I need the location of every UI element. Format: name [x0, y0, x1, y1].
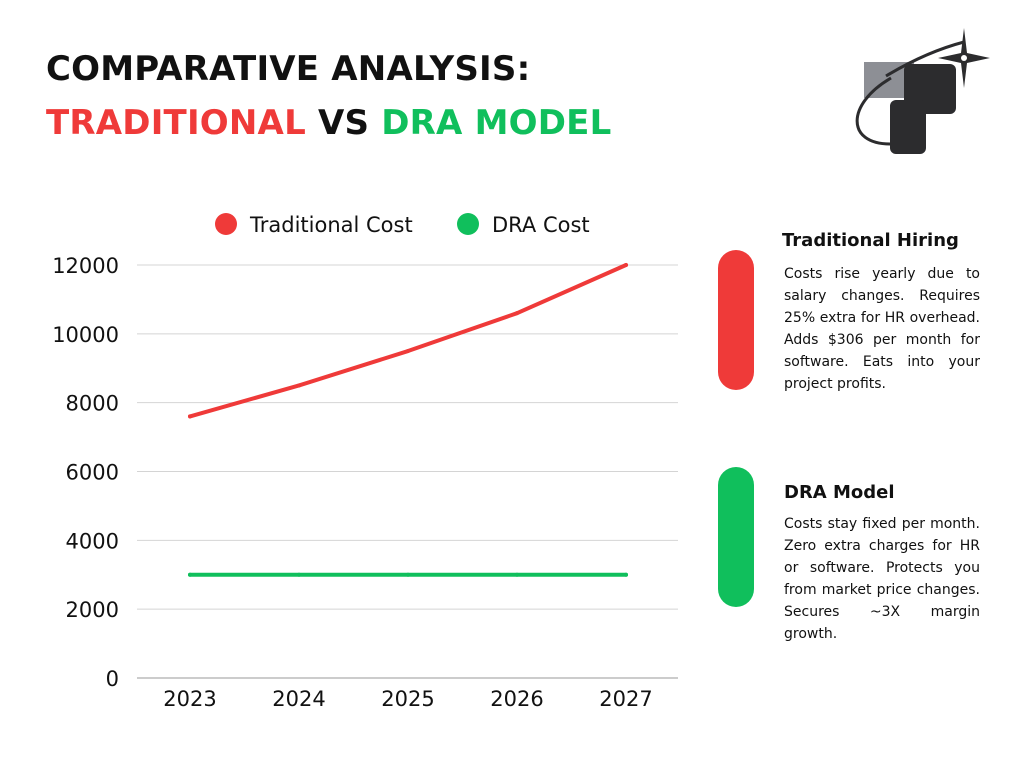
- legend-marker: [457, 213, 479, 235]
- x-axis-ticks: 2023 2024 2025 2026 2027: [163, 687, 652, 711]
- dra-heading: DRA Model: [784, 482, 895, 503]
- legend-label: Traditional Cost: [249, 213, 413, 237]
- title-dra: DRA MODEL: [381, 103, 612, 143]
- traditional-card: Traditional Hiring Costs rise yearly due…: [716, 230, 986, 400]
- data-point: [188, 414, 192, 419]
- logo-orbit-arc-top: [885, 40, 965, 78]
- traditional-heading: Traditional Hiring: [782, 230, 959, 251]
- traditional-accent-bar: [718, 250, 754, 390]
- chart-legend: Traditional Cost DRA Cost: [215, 213, 590, 237]
- x-tick-label: 2025: [381, 687, 434, 711]
- y-tick-label: 8000: [66, 392, 119, 416]
- title-vs: VS: [318, 103, 370, 143]
- data-point: [406, 349, 410, 354]
- y-tick-label: 2000: [66, 598, 119, 622]
- title-line-2: TRADITIONAL VS DRA MODEL: [46, 96, 611, 150]
- y-axis-ticks: 0 2000 4000 6000 8000 10000 12000: [52, 254, 119, 691]
- y-tick-label: 4000: [66, 529, 119, 553]
- series-line-traditional: [188, 263, 628, 419]
- title-traditional: TRADITIONAL: [46, 103, 306, 143]
- chart-grid: [137, 264, 678, 679]
- x-tick-label: 2027: [599, 687, 652, 711]
- data-point: [406, 572, 410, 577]
- x-tick-label: 2023: [163, 687, 216, 711]
- legend-label: DRA Cost: [492, 213, 590, 237]
- dra-card: DRA Model Costs stay fixed per month. Ze…: [716, 467, 986, 650]
- chart-series: [188, 263, 628, 577]
- data-point: [515, 311, 519, 316]
- y-tick-label: 6000: [66, 461, 119, 485]
- data-point: [624, 263, 628, 267]
- legend-marker: [215, 213, 237, 235]
- data-point: [297, 572, 301, 577]
- logo-orbit-arc: [855, 76, 892, 146]
- x-tick-label: 2026: [490, 687, 543, 711]
- logo-star-center: [961, 55, 967, 61]
- title-line-1: COMPARATIVE ANALYSIS:: [46, 49, 531, 89]
- data-point: [515, 572, 519, 577]
- y-tick-label: 0: [106, 667, 119, 691]
- traditional-description: Costs rise yearly due to salary changes.…: [784, 266, 980, 392]
- dra-description: Costs stay fixed per month. Zero extra c…: [784, 516, 980, 642]
- cost-line-chart: Traditional Cost DRA Cost 0 2000 4000 6000 80…: [52, 213, 678, 711]
- brand-logo: [855, 28, 990, 154]
- data-point: [188, 572, 192, 577]
- y-tick-label: 10000: [52, 323, 119, 347]
- dra-accent-bar: [718, 467, 754, 607]
- logo-dark-block-bottom: [890, 100, 926, 154]
- data-point: [624, 572, 628, 577]
- page-title: COMPARATIVE ANALYSIS: TRADITIONAL VS DRA…: [46, 42, 611, 150]
- y-tick-label: 12000: [52, 254, 119, 278]
- data-point: [297, 383, 301, 388]
- x-tick-label: 2024: [272, 687, 325, 711]
